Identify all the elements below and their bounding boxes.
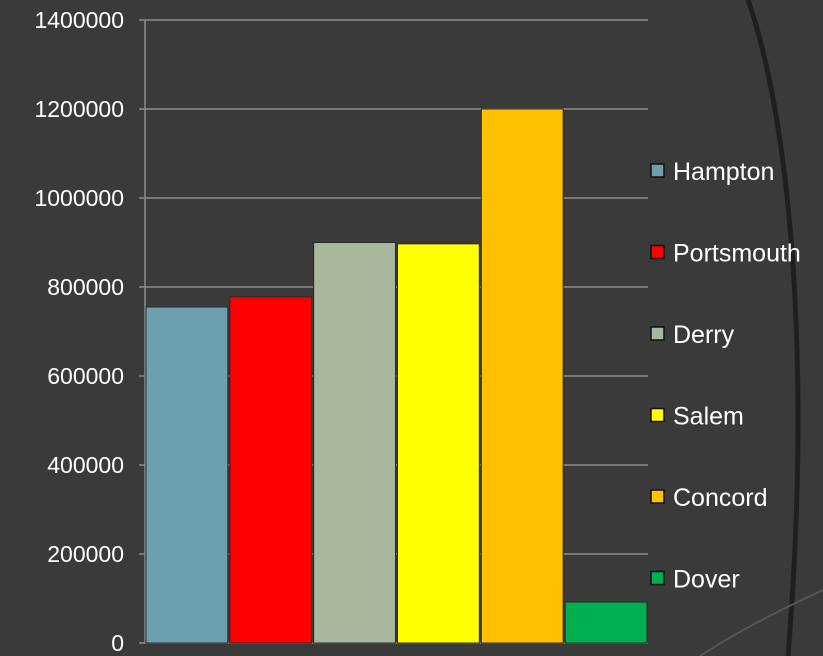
bar-hampton xyxy=(145,306,229,644)
legend-label-portsmouth: Portsmouth xyxy=(673,240,801,268)
y-tick-label: 1000000 xyxy=(34,185,124,211)
y-tick-label: 400000 xyxy=(47,452,124,478)
legend-swatch-dover xyxy=(650,570,665,586)
y-tick-label: 600000 xyxy=(47,363,124,389)
legend: Hampton Portsmouth Derry Salem Concord Dover xyxy=(650,158,801,594)
decorative-arc-outer xyxy=(745,0,801,656)
gridlines xyxy=(145,19,648,555)
y-tick-label: 1200000 xyxy=(34,96,124,122)
y-tick-label: 1400000 xyxy=(34,7,124,33)
y-tick-label: 0 xyxy=(111,630,124,656)
legend-label-hampton: Hampton xyxy=(673,158,774,186)
y-tick-label: 800000 xyxy=(47,274,124,300)
bar-dover xyxy=(564,601,648,644)
y-tick-label: 200000 xyxy=(47,541,124,567)
legend-label-salem: Salem xyxy=(673,403,744,431)
y-axis: 0 200000 400000 600000 800000 1000000 1200000 1… xyxy=(34,7,648,656)
decorative-arcs xyxy=(699,0,823,656)
legend-label-concord: Concord xyxy=(673,484,768,512)
bar-portsmouth xyxy=(229,296,313,644)
bars xyxy=(145,108,648,644)
legend-label-derry: Derry xyxy=(673,321,735,349)
decorative-arc-lower xyxy=(699,589,823,656)
legend-label-dover: Dover xyxy=(673,566,740,594)
legend-swatch-salem xyxy=(650,407,665,423)
legend-swatch-hampton xyxy=(650,163,665,178)
legend-swatch-concord xyxy=(650,489,665,504)
bar-concord xyxy=(480,108,564,644)
legend-swatch-derry xyxy=(650,326,665,341)
legend-swatch-portsmouth xyxy=(650,244,665,260)
bar-derry xyxy=(313,242,396,644)
bar-salem xyxy=(397,243,480,644)
